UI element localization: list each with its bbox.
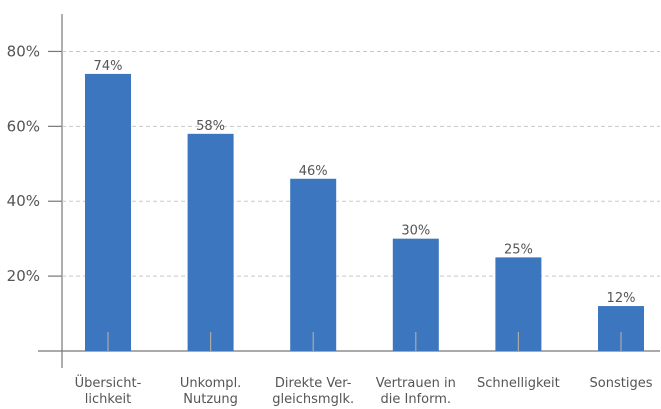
x-tick-label-line: Direkte Ver- [275,376,352,391]
bar [290,178,337,351]
x-tick-label-line: Unkompl. [180,376,241,391]
value-label: 25% [504,242,533,257]
value-label: 74% [94,59,123,74]
x-tick-label: Sonstiges [590,376,653,391]
value-label: 30% [401,224,430,239]
value-label: 46% [299,164,328,179]
x-tick-label-line: Nutzung [183,392,238,407]
x-tick-label-line: Übersicht- [75,374,142,391]
x-tick-label-line: Sonstiges [590,376,653,391]
y-tick-label: 80% [7,42,40,60]
x-tick-label: Schnelligkeit [477,376,560,391]
x-tick-label-line: gleichsmglk. [272,392,354,407]
x-tick-label-line: lichkeit [85,392,131,407]
x-tick-label: Direkte Ver-gleichsmglk. [272,376,354,407]
y-tick-label: 60% [7,117,40,135]
x-tick-label: Vertrauen in die Inform. [376,376,456,407]
x-tick-label-line: Vertrauen in [376,376,456,391]
x-tick-label: Unkompl. Nutzung [180,376,241,407]
bar [85,73,131,352]
y-tick-label: 40% [7,192,40,210]
bar [187,133,234,351]
x-tick-label: Übersicht-lichkeit [75,374,142,407]
value-label: 58% [196,119,225,134]
x-tick-label-line: Schnelligkeit [477,376,560,391]
value-label: 12% [607,291,636,306]
y-tick-label: 20% [7,267,40,285]
x-tick-label-line: die Inform. [381,392,452,407]
